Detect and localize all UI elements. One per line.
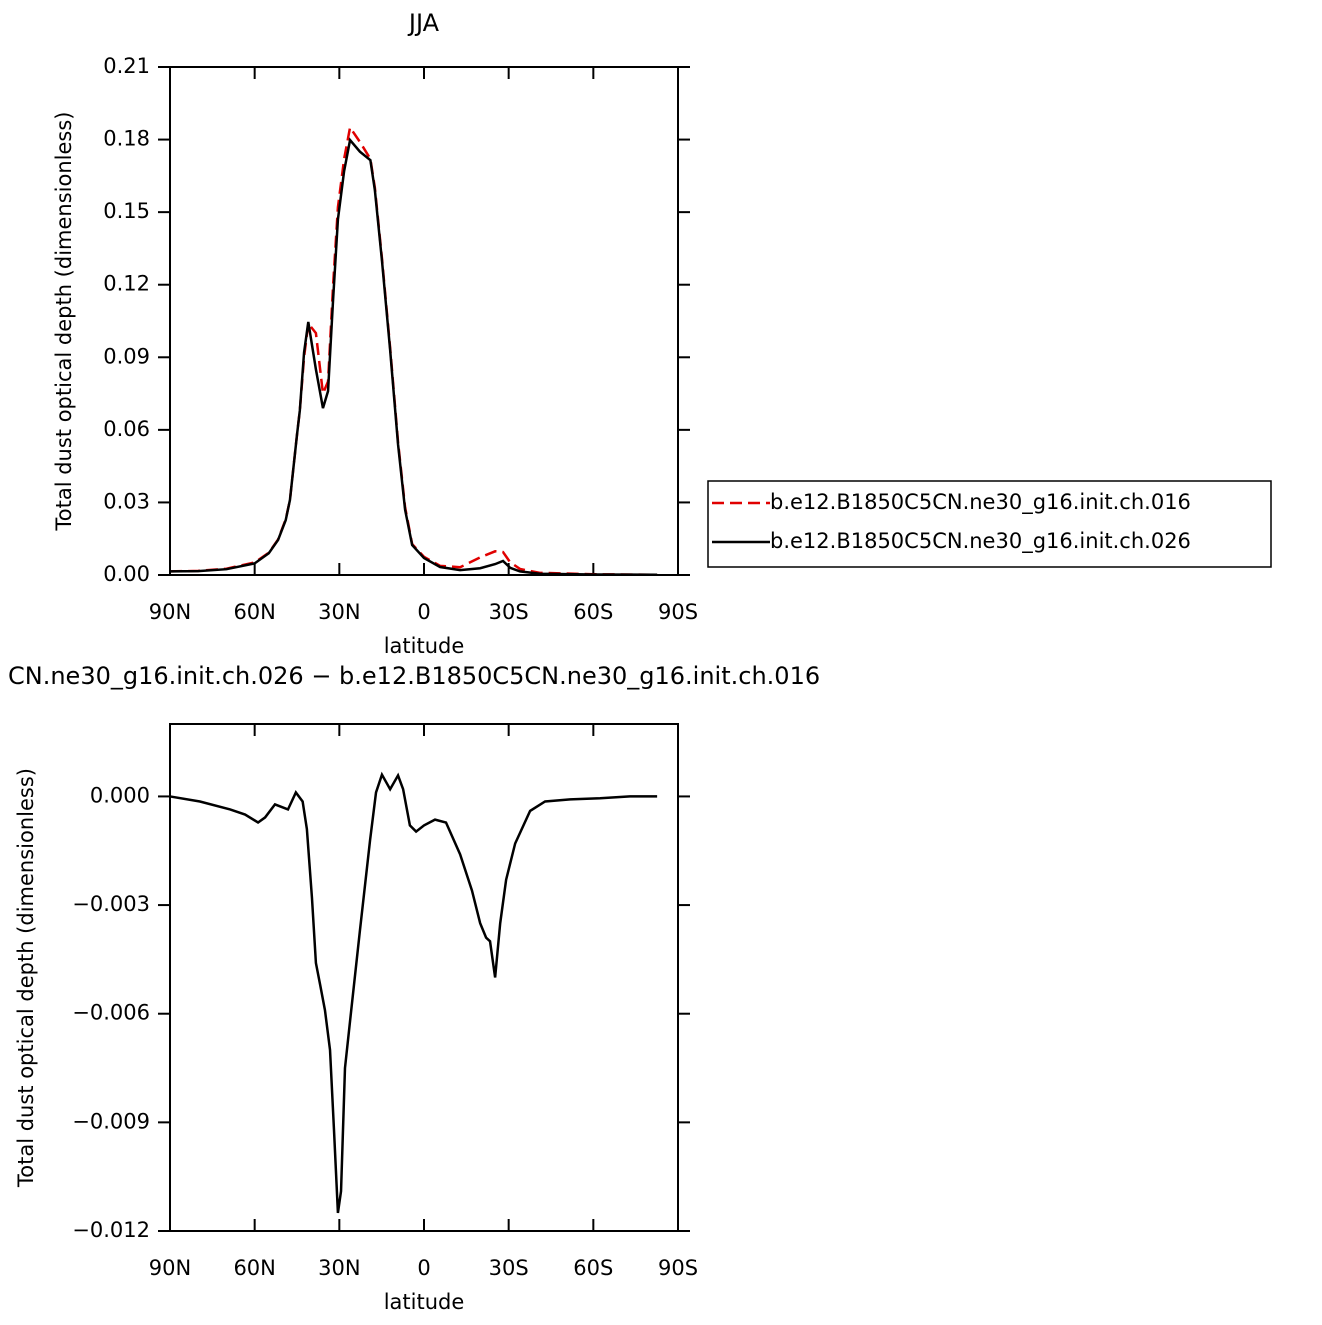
y-tick-label: −0.003: [72, 892, 150, 916]
y-axis-label: Total dust optical depth (dimensionless): [52, 112, 76, 532]
y-tick-label: 0.00: [103, 562, 150, 586]
y-tick-label: −0.012: [72, 1218, 150, 1242]
x-tick-label: 90N: [149, 600, 191, 624]
x-tick-label: 30S: [489, 600, 529, 624]
x-tick-label: 90S: [658, 600, 698, 624]
y-tick-label: 0.000: [90, 783, 150, 807]
x-axis-label: latitude: [384, 634, 465, 658]
y-tick-label: −0.009: [72, 1109, 150, 1133]
x-tick-label: 30N: [318, 600, 360, 624]
y-tick-label: 0.03: [103, 489, 150, 513]
y-tick-label: 0.21: [103, 54, 150, 78]
x-axis-label: latitude: [384, 1290, 465, 1314]
x-tick-label: 30S: [489, 1256, 529, 1280]
data-line: [169, 771, 658, 1214]
legend-box: [707, 480, 1272, 568]
chart-title: JJA: [407, 9, 440, 37]
y-tick-label: 0.09: [103, 344, 150, 368]
legend-label: b.e12.B1850C5CN.ne30_g16.init.ch.016: [770, 490, 1191, 515]
y-tick-label: −0.006: [72, 1001, 150, 1025]
x-tick-label: 60N: [233, 1256, 275, 1280]
x-tick-label: 0: [417, 1256, 430, 1280]
y-tick-label: 0.15: [103, 199, 150, 223]
x-tick-label: 60S: [573, 600, 613, 624]
data-line: [169, 124, 658, 577]
chart-title: CN.ne30_g16.init.ch.026 − b.e12.B1850C5C…: [8, 662, 820, 690]
x-tick-label: 90N: [149, 1256, 191, 1280]
y-tick-label: 0.18: [103, 127, 150, 151]
plot-frame: [169, 723, 679, 1232]
x-tick-label: 90S: [658, 1256, 698, 1280]
y-axis-label: Total dust optical depth (dimensionless): [14, 768, 38, 1188]
plot-frame: [169, 66, 679, 576]
x-tick-label: 60S: [573, 1256, 613, 1280]
data-line: [169, 137, 658, 577]
y-tick-label: 0.12: [103, 272, 150, 296]
legend-label: b.e12.B1850C5CN.ne30_g16.init.ch.026: [770, 529, 1191, 554]
x-tick-label: 0: [417, 600, 430, 624]
x-tick-label: 30N: [318, 1256, 360, 1280]
x-tick-label: 60N: [233, 600, 275, 624]
y-tick-label: 0.06: [103, 417, 150, 441]
